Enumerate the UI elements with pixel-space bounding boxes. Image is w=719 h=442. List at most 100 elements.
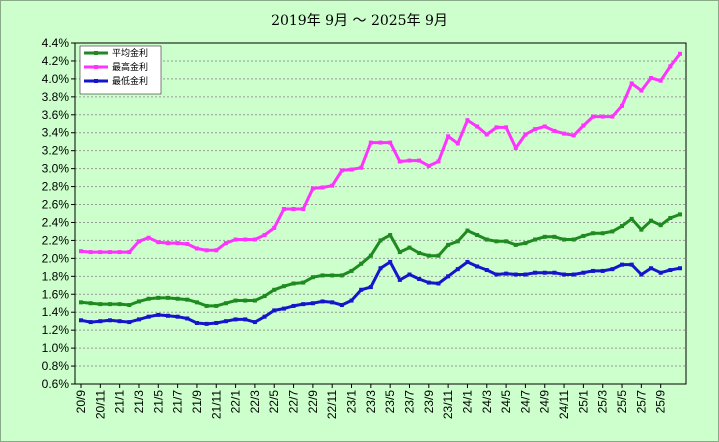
data-point [562,131,567,136]
y-axis: 0.6% 0.8% 1.0% 1.2% 1.4% 1.6% 1.8% 2.0% 2.2% 2.4%… [42,36,75,391]
data-point [455,239,460,244]
x-tick-label: 25/3 [596,390,610,414]
data-point [339,303,344,308]
y-tick-label: 2.4% [42,215,70,229]
data-point [504,239,509,244]
data-point [204,303,209,308]
data-point [359,287,364,292]
legend-label: 最低金利 [112,75,148,87]
legend-label: 平均金利 [112,47,148,59]
data-point [378,140,383,145]
data-point [455,141,460,146]
data-point [407,272,412,277]
data-point [552,234,557,239]
data-point [649,266,654,271]
data-point [523,272,528,277]
data-point [204,321,209,326]
data-point [194,300,199,305]
data-point [446,134,451,139]
legend-swatch-marker [94,51,98,55]
y-tick-label: 0.6% [42,377,70,391]
data-point [88,250,93,255]
data-point [107,250,112,255]
data-point [262,294,267,299]
y-tick-label: 1.0% [42,341,70,355]
data-point [513,272,518,277]
data-point [301,280,306,285]
data-point [339,273,344,278]
data-point [156,312,161,317]
x-tick-label: 21/9 [190,390,204,414]
data-point [330,183,335,188]
data-point [678,212,682,217]
x-tick-label: 23/5 [383,390,397,414]
data-point [185,242,190,247]
data-point [233,298,238,303]
data-point [330,300,335,305]
data-point [214,320,219,325]
data-point [542,234,547,239]
data-point [156,240,161,245]
y-tick-label: 2.8% [42,180,70,194]
data-point [281,284,286,289]
data-point [214,248,219,253]
data-point [639,272,644,277]
data-point [417,158,422,163]
data-point [465,228,470,233]
data-point [98,302,103,307]
x-tick-label: 21/7 [171,390,185,414]
data-point [581,123,586,128]
x-tick-label: 22/11 [325,390,339,419]
data-point [117,319,122,324]
data-point [185,297,190,302]
data-point [388,259,393,264]
data-point [475,124,480,129]
data-point [272,287,277,292]
y-tick-label: 3.4% [42,126,70,140]
data-point [214,303,219,308]
data-point [571,237,576,242]
y-tick-label: 3.6% [42,108,70,122]
data-point [320,299,325,304]
x-tick-label: 24/3 [480,390,494,414]
x-tick-label: 25/5 [615,390,629,414]
data-point [426,253,431,258]
x-axis: 20/9 20/11 21/1 21/3 21/5 21/7 21/9 21/11 22/1 22… [74,384,668,419]
data-point [649,75,654,80]
data-point [252,298,257,303]
data-point [291,207,296,212]
data-point [571,272,576,277]
data-point [436,281,441,286]
data-point [165,313,170,318]
data-point [117,302,122,307]
data-point [658,223,663,228]
data-point [368,285,373,290]
data-point [639,227,644,232]
x-tick-label: 25/7 [634,390,648,414]
data-point [262,314,267,319]
data-point [310,275,315,280]
data-point [610,114,615,119]
data-point [223,241,228,246]
data-point [397,250,402,255]
data-point [542,270,547,275]
x-tick-label: 25/9 [654,390,668,414]
data-point [407,245,412,250]
x-tick-label: 24/11 [557,390,571,419]
data-point [281,306,286,311]
data-point [243,298,248,303]
y-tick-label: 1.6% [42,287,70,301]
x-tick-label: 23/11 [441,390,455,419]
data-point [513,242,518,247]
legend-label: 最高金利 [112,61,148,73]
data-point [484,132,489,137]
data-point [79,318,83,323]
data-point [175,314,180,319]
data-point [310,186,315,191]
data-point [378,266,383,271]
data-point [79,249,83,254]
data-point [562,237,567,242]
data-point [388,233,393,238]
data-point [262,233,267,238]
